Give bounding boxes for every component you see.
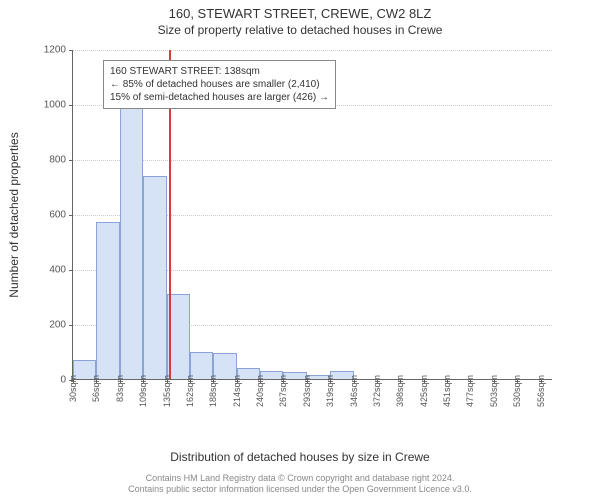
footer-attribution: Contains HM Land Registry data © Crown c… xyxy=(0,473,600,496)
x-tick-label: 346sqm xyxy=(349,375,359,407)
y-tick-label: 0 xyxy=(26,375,66,386)
y-tick-label: 1200 xyxy=(26,45,66,56)
x-tick-label: 477sqm xyxy=(465,375,475,407)
y-tick-label: 200 xyxy=(26,320,66,331)
x-tick-label: 503sqm xyxy=(489,375,499,407)
footer-line: Contains HM Land Registry data © Crown c… xyxy=(0,473,600,485)
histogram-bar xyxy=(120,85,143,379)
annotation-box: 160 STEWART STREET: 138sqm← 85% of detac… xyxy=(103,60,336,109)
x-tick-label: 319sqm xyxy=(325,375,335,407)
x-tick-label: 267sqm xyxy=(278,375,288,407)
y-tick xyxy=(69,160,73,161)
y-tick xyxy=(69,325,73,326)
x-tick-label: 135sqm xyxy=(162,375,172,407)
y-tick-label: 1000 xyxy=(26,100,66,111)
page-title: 160, STEWART STREET, CREWE, CW2 8LZ xyxy=(0,6,600,21)
x-tick-label: 372sqm xyxy=(372,375,382,407)
histogram-bar xyxy=(143,176,166,380)
y-tick-label: 800 xyxy=(26,155,66,166)
x-tick-label: 530sqm xyxy=(512,375,522,407)
x-tick-label: 83sqm xyxy=(115,375,125,402)
y-tick-label: 400 xyxy=(26,265,66,276)
x-tick-label: 30sqm xyxy=(68,375,78,402)
histogram-bar xyxy=(96,222,119,379)
y-tick xyxy=(69,215,73,216)
y-tick xyxy=(69,105,73,106)
x-tick-label: 293sqm xyxy=(302,375,312,407)
histogram-chart: 02004006008001000120030sqm56sqm83sqm109s… xyxy=(72,50,552,380)
x-tick-label: 109sqm xyxy=(138,375,148,407)
y-axis-label: Number of detached properties xyxy=(7,132,21,297)
gridline xyxy=(73,50,552,51)
x-tick-label: 451sqm xyxy=(442,375,452,407)
y-tick-label: 600 xyxy=(26,210,66,221)
plot-area: 02004006008001000120030sqm56sqm83sqm109s… xyxy=(72,50,552,380)
annotation-line: ← 85% of detached houses are smaller (2,… xyxy=(110,78,329,91)
x-tick-label: 398sqm xyxy=(395,375,405,407)
footer-line: Contains public sector information licen… xyxy=(0,484,600,496)
x-axis-label: Distribution of detached houses by size … xyxy=(0,450,600,464)
x-tick-label: 188sqm xyxy=(208,375,218,407)
x-tick-label: 425sqm xyxy=(419,375,429,407)
y-tick xyxy=(69,270,73,271)
gridline xyxy=(73,160,552,161)
x-tick-label: 240sqm xyxy=(255,375,265,407)
x-tick-label: 214sqm xyxy=(232,375,242,407)
y-tick xyxy=(69,50,73,51)
annotation-line: 15% of semi-detached houses are larger (… xyxy=(110,91,329,104)
x-tick-label: 162sqm xyxy=(185,375,195,407)
x-tick-label: 556sqm xyxy=(536,375,546,407)
annotation-line: 160 STEWART STREET: 138sqm xyxy=(110,65,329,78)
page-subtitle: Size of property relative to detached ho… xyxy=(0,23,600,37)
x-tick-label: 56sqm xyxy=(91,375,101,402)
